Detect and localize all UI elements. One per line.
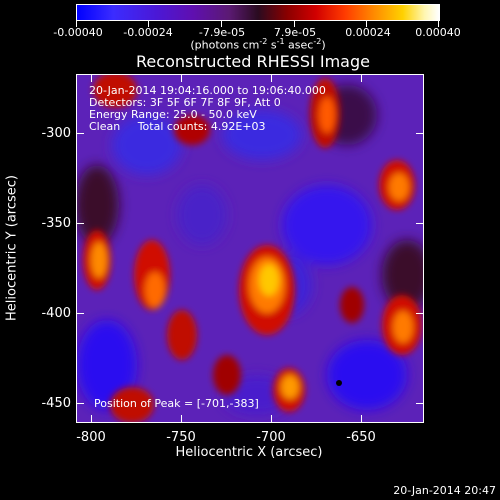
- rhessi-image-map: [77, 75, 423, 422]
- colorbar-tick-label: 0.00024: [345, 26, 391, 39]
- colorbar-tick-label: -0.00040: [53, 26, 103, 39]
- y-tick-label: -400: [41, 306, 71, 321]
- x-tick-label: -750: [166, 430, 196, 445]
- y-tick-label: -300: [41, 126, 71, 141]
- time-range-text: 20-Jan-2014 19:04:16.000 to 19:06:40.000: [89, 84, 326, 97]
- rhessi-image: 20-Jan-2014 19:04:16.000 to 19:06:40.000…: [76, 74, 424, 423]
- x-tick-label: -650: [346, 430, 376, 445]
- colorbar-tick-label: -7.9e-05: [198, 26, 246, 39]
- x-axis-label: Heliocentric X (arcsec): [175, 445, 323, 460]
- y-tick-label: -450: [41, 396, 71, 411]
- method-counts-text: Clean Total counts: 4.92E+03: [89, 120, 266, 133]
- peak-position-text: Position of Peak = [-701,-383]: [94, 397, 259, 410]
- x-tick-label: -800: [76, 430, 106, 445]
- y-axis-label: Heliocentric Y (arcsec): [4, 175, 20, 321]
- detectors-text: Detectors: 3F 5F 6F 7F 8F 9F, Att 0: [89, 96, 281, 109]
- energy-range-text: Energy Range: 25.0 - 50.0 keV: [89, 108, 257, 121]
- y-tick-label: -350: [41, 216, 71, 231]
- x-tick-label: -700: [256, 430, 286, 445]
- plot-title: Reconstructed RHESSI Image: [136, 52, 370, 71]
- colorbar-units: (photons cm-2 s-1 asec-2): [190, 37, 326, 52]
- colorbar: [76, 4, 440, 21]
- colorbar-tick-label: 7.9e-05: [273, 26, 317, 39]
- colorbar-ticks: [76, 21, 440, 27]
- colorbar-tick-label: -0.00024: [123, 26, 173, 39]
- timestamp: 20-Jan-2014 20:47: [393, 484, 496, 497]
- colorbar-tick-label: 0.00040: [415, 26, 461, 39]
